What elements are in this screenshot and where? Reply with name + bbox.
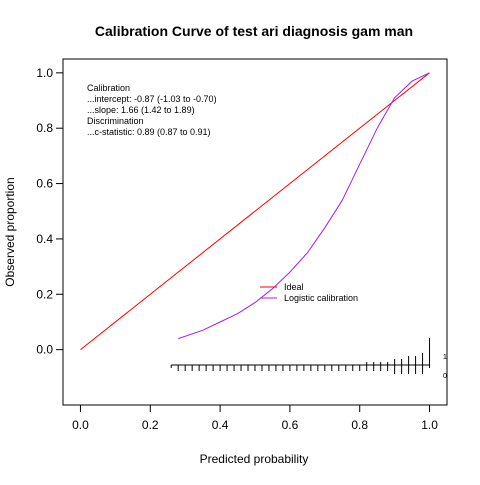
spike-histogram <box>170 338 431 374</box>
x-tick-label: 0.2 <box>142 418 159 432</box>
legend-label-logistic: Logistic calibration <box>284 293 358 303</box>
annotation-line-intercept: ...intercept: -0.87 (-1.03 to -0.70) <box>87 94 217 104</box>
annotation-line-discrimination: Discrimination <box>87 116 144 126</box>
x-tick-label: 0.4 <box>212 418 229 432</box>
annotation-line-slope: ...slope: 1.66 (1.42 to 1.89) <box>87 105 195 115</box>
x-axis-label: Predicted probability <box>200 452 309 466</box>
y-tick-label: 0.4 <box>36 232 53 246</box>
y-tick-label: 1.0 <box>36 66 53 80</box>
x-tick-label: 0.8 <box>351 418 368 432</box>
x-tick-label: 1.0 <box>421 418 438 432</box>
series-layer <box>80 72 430 350</box>
annotation-line-c-statistic: ...c-statistic: 0.89 (0.87 to 0.91) <box>87 127 211 137</box>
series-line-ideal <box>80 72 430 350</box>
histogram-label-events: 1 <box>443 354 447 361</box>
y-tick-label: 0.0 <box>36 343 53 357</box>
legend-label-ideal: Ideal <box>284 282 304 292</box>
y-axis-label: Observed proportion <box>3 177 17 286</box>
y-axis: 0.0 0.2 0.4 0.6 0.8 1.0 <box>36 66 64 357</box>
x-axis: 0.0 0.2 0.4 0.6 0.8 1.0 <box>72 404 438 432</box>
calibration-annotation: Calibration ...intercept: -0.87 (-1.03 t… <box>87 83 217 137</box>
histogram-label-nonevents: 0 <box>443 373 447 380</box>
x-tick-label: 0.6 <box>282 418 299 432</box>
series-line-logistic-calibration <box>178 72 430 340</box>
y-tick-label: 0.6 <box>36 177 53 191</box>
annotation-line-calibration: Calibration <box>87 83 130 93</box>
y-tick-label: 0.8 <box>36 121 53 135</box>
x-tick-label: 0.0 <box>72 418 89 432</box>
legend: Ideal Logistic calibration <box>260 282 358 303</box>
y-tick-label: 0.2 <box>36 287 53 301</box>
chart-title: Calibration Curve of test ari diagnosis … <box>95 23 413 39</box>
